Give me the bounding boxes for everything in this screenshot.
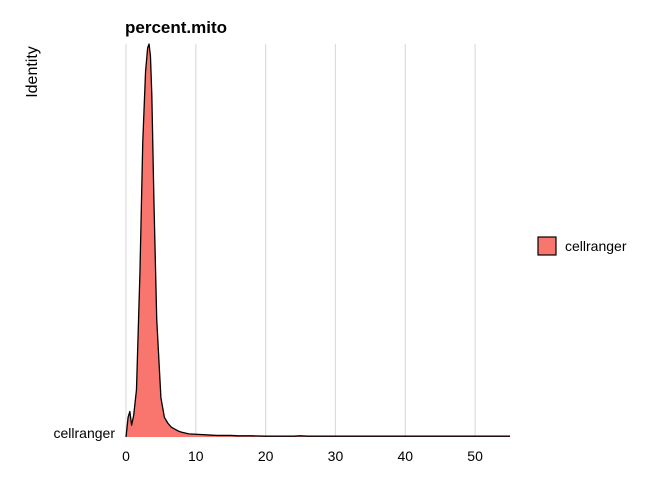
y-axis-label: Identity bbox=[24, 46, 41, 98]
legend-key-cellranger bbox=[537, 236, 557, 256]
x-tick-label-50: 50 bbox=[467, 448, 483, 464]
x-tick-label-0: 0 bbox=[122, 448, 130, 464]
density-outline-cellranger bbox=[125, 43, 510, 438]
legend-label-cellranger: cellranger bbox=[565, 238, 627, 254]
x-tick-label-10: 10 bbox=[188, 448, 204, 464]
x-tick-labels: 0 10 20 30 40 50 bbox=[122, 448, 483, 464]
x-tick-label-30: 30 bbox=[328, 448, 344, 464]
density-area-cellranger bbox=[126, 44, 510, 437]
grid-lines bbox=[125, 44, 476, 437]
density-layer bbox=[125, 43, 510, 438]
legend: cellranger bbox=[537, 236, 627, 256]
x-tick-label-40: 40 bbox=[397, 448, 413, 464]
chart-title: percent.mito bbox=[125, 18, 227, 37]
x-tick-label-20: 20 bbox=[258, 448, 274, 464]
y-tick-label-cellranger: cellranger bbox=[54, 425, 116, 441]
